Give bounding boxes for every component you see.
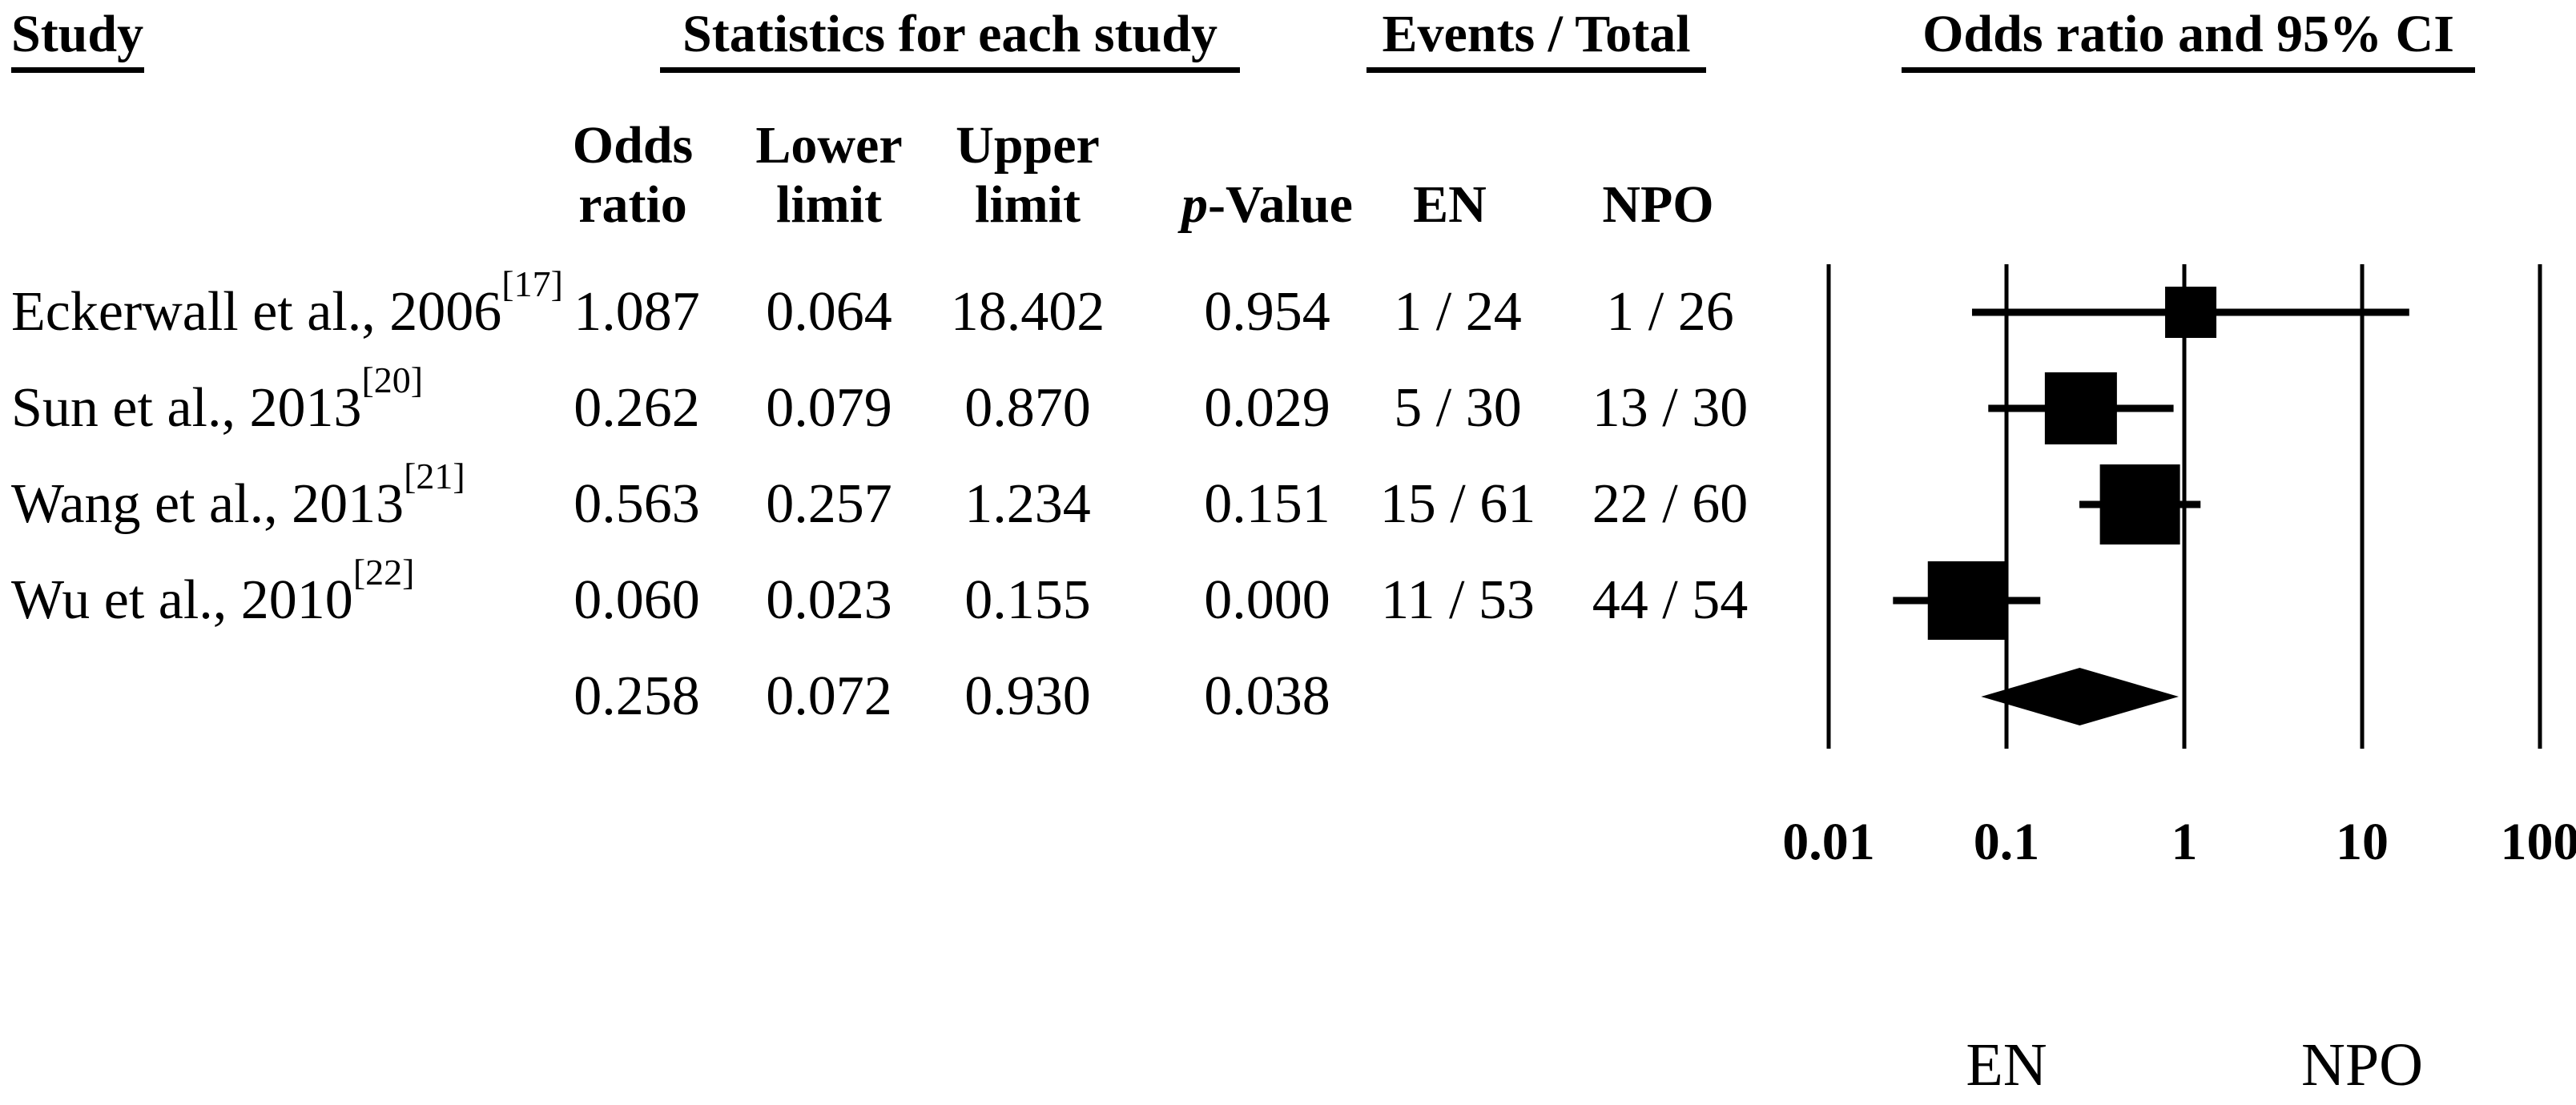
study-name-text: Wu et al., 2010 (11, 569, 353, 631)
axis-tick-label-100: 100 (2500, 813, 2576, 871)
group-header-events-total: Events / Total (1366, 5, 1706, 73)
axis-tick-label-10: 10 (2336, 813, 2389, 871)
lower-limit-value: 0.023 (766, 569, 892, 631)
study-reference: [22] (352, 551, 415, 593)
summary-upper-limit-value: 0.930 (964, 665, 1091, 727)
study-name: Wu et al., 2010[22] (11, 553, 636, 637)
en-events-total: 11 / 53 (1381, 569, 1535, 631)
lower-limit-header-line1: Lower (755, 116, 903, 175)
study-reference: [17] (501, 263, 563, 304)
study-name: Wang et al., 2013[21] (11, 457, 636, 540)
upper-limit-value: 0.870 (964, 377, 1091, 439)
summary-p-value: 0.038 (1204, 665, 1330, 727)
p-value: 0.151 (1204, 473, 1330, 535)
column-header-p-value: p-Value (1139, 175, 1395, 235)
column-header-en: EN (1413, 175, 1487, 234)
npo-events-total: 1 / 26 (1606, 281, 1734, 343)
study-name: Sun et al., 2013[20] (11, 361, 636, 444)
axis-tick-label-0.01: 0.01 (1782, 813, 1875, 871)
npo-events-total: 13 / 30 (1592, 377, 1749, 439)
p-value-italic-p: p (1181, 175, 1209, 234)
upper-limit-value: 0.155 (964, 569, 1091, 631)
summary-odds-ratio-value: 0.258 (574, 665, 700, 727)
table-row: Wang et al., 2013[21] 0.563 0.257 1.234 … (0, 457, 1810, 540)
favours-right-label: NPO (2300, 1031, 2424, 1099)
odds-ratio-square (2044, 372, 2117, 444)
p-value: 0.029 (1204, 377, 1330, 439)
p-value-rest: -Value (1208, 175, 1353, 234)
study-reference: [21] (404, 455, 465, 496)
study-name-text: Eckerwall et al., 2006 (11, 281, 502, 343)
table-row: Eckerwall et al., 2006[17] 1.087 0.064 1… (0, 265, 1810, 348)
column-header-study: Study (11, 5, 144, 73)
axis-tick-label-1: 1 (2171, 813, 2198, 871)
odds-ratio-square (2165, 287, 2217, 338)
en-events-total: 5 / 30 (1394, 377, 1522, 439)
favours-left-label: EN (1966, 1031, 2047, 1099)
study-name-text: Wang et al., 2013 (11, 473, 405, 535)
upper-limit-value: 1.234 (964, 473, 1091, 535)
upper-limit-header-line2: limit (975, 175, 1081, 234)
table-row: Sun et al., 2013[20] 0.262 0.079 0.870 0… (0, 361, 1810, 444)
upper-limit-header-line1: Upper (956, 116, 1100, 175)
odds-ratio-value: 0.060 (574, 569, 700, 631)
p-value: 0.954 (1204, 281, 1330, 343)
group-header-statistics: Statistics for each study (660, 5, 1240, 73)
column-header-upper-limit: Upper limit (900, 116, 1156, 235)
column-header-lower-limit: Lower limit (701, 116, 957, 235)
lower-limit-value: 0.257 (766, 473, 892, 535)
odds-ratio-square (2099, 464, 2180, 544)
odds-ratio-header-line2: ratio (578, 175, 687, 234)
summary-row: 0.258 0.072 0.930 0.038 (0, 661, 1810, 733)
column-header-odds-ratio: Odds ratio (505, 116, 761, 235)
odds-ratio-square (1927, 561, 2006, 640)
en-events-total: 15 / 61 (1379, 473, 1536, 535)
summary-diamond (1981, 668, 2180, 725)
group-header-odds-ratio-ci: Odds ratio and 95% CI (1902, 5, 2475, 73)
axis-tick-label-0.1: 0.1 (1973, 813, 2040, 871)
npo-events-total: 22 / 60 (1592, 473, 1749, 535)
lower-limit-value: 0.079 (766, 377, 892, 439)
table-row: Wu et al., 2010[22] 0.060 0.023 0.155 0.… (0, 553, 1810, 637)
column-header-npo: NPO (1602, 175, 1714, 234)
lower-limit-header-line2: limit (776, 175, 882, 234)
odds-ratio-value: 0.563 (574, 473, 700, 535)
upper-limit-value: 18.402 (950, 281, 1105, 343)
npo-events-total: 44 / 54 (1592, 569, 1749, 631)
study-name-text: Sun et al., 2013 (11, 377, 362, 439)
lower-limit-value: 0.064 (766, 281, 892, 343)
study-name: Eckerwall et al., 2006[17] (11, 265, 636, 348)
odds-ratio-value: 1.087 (574, 281, 700, 343)
odds-ratio-header-line1: Odds (572, 116, 694, 175)
en-events-total: 1 / 24 (1394, 281, 1522, 343)
study-reference: [20] (361, 359, 424, 400)
odds-ratio-value: 0.262 (574, 377, 700, 439)
p-value: 0.000 (1204, 569, 1330, 631)
summary-lower-limit-value: 0.072 (766, 665, 892, 727)
